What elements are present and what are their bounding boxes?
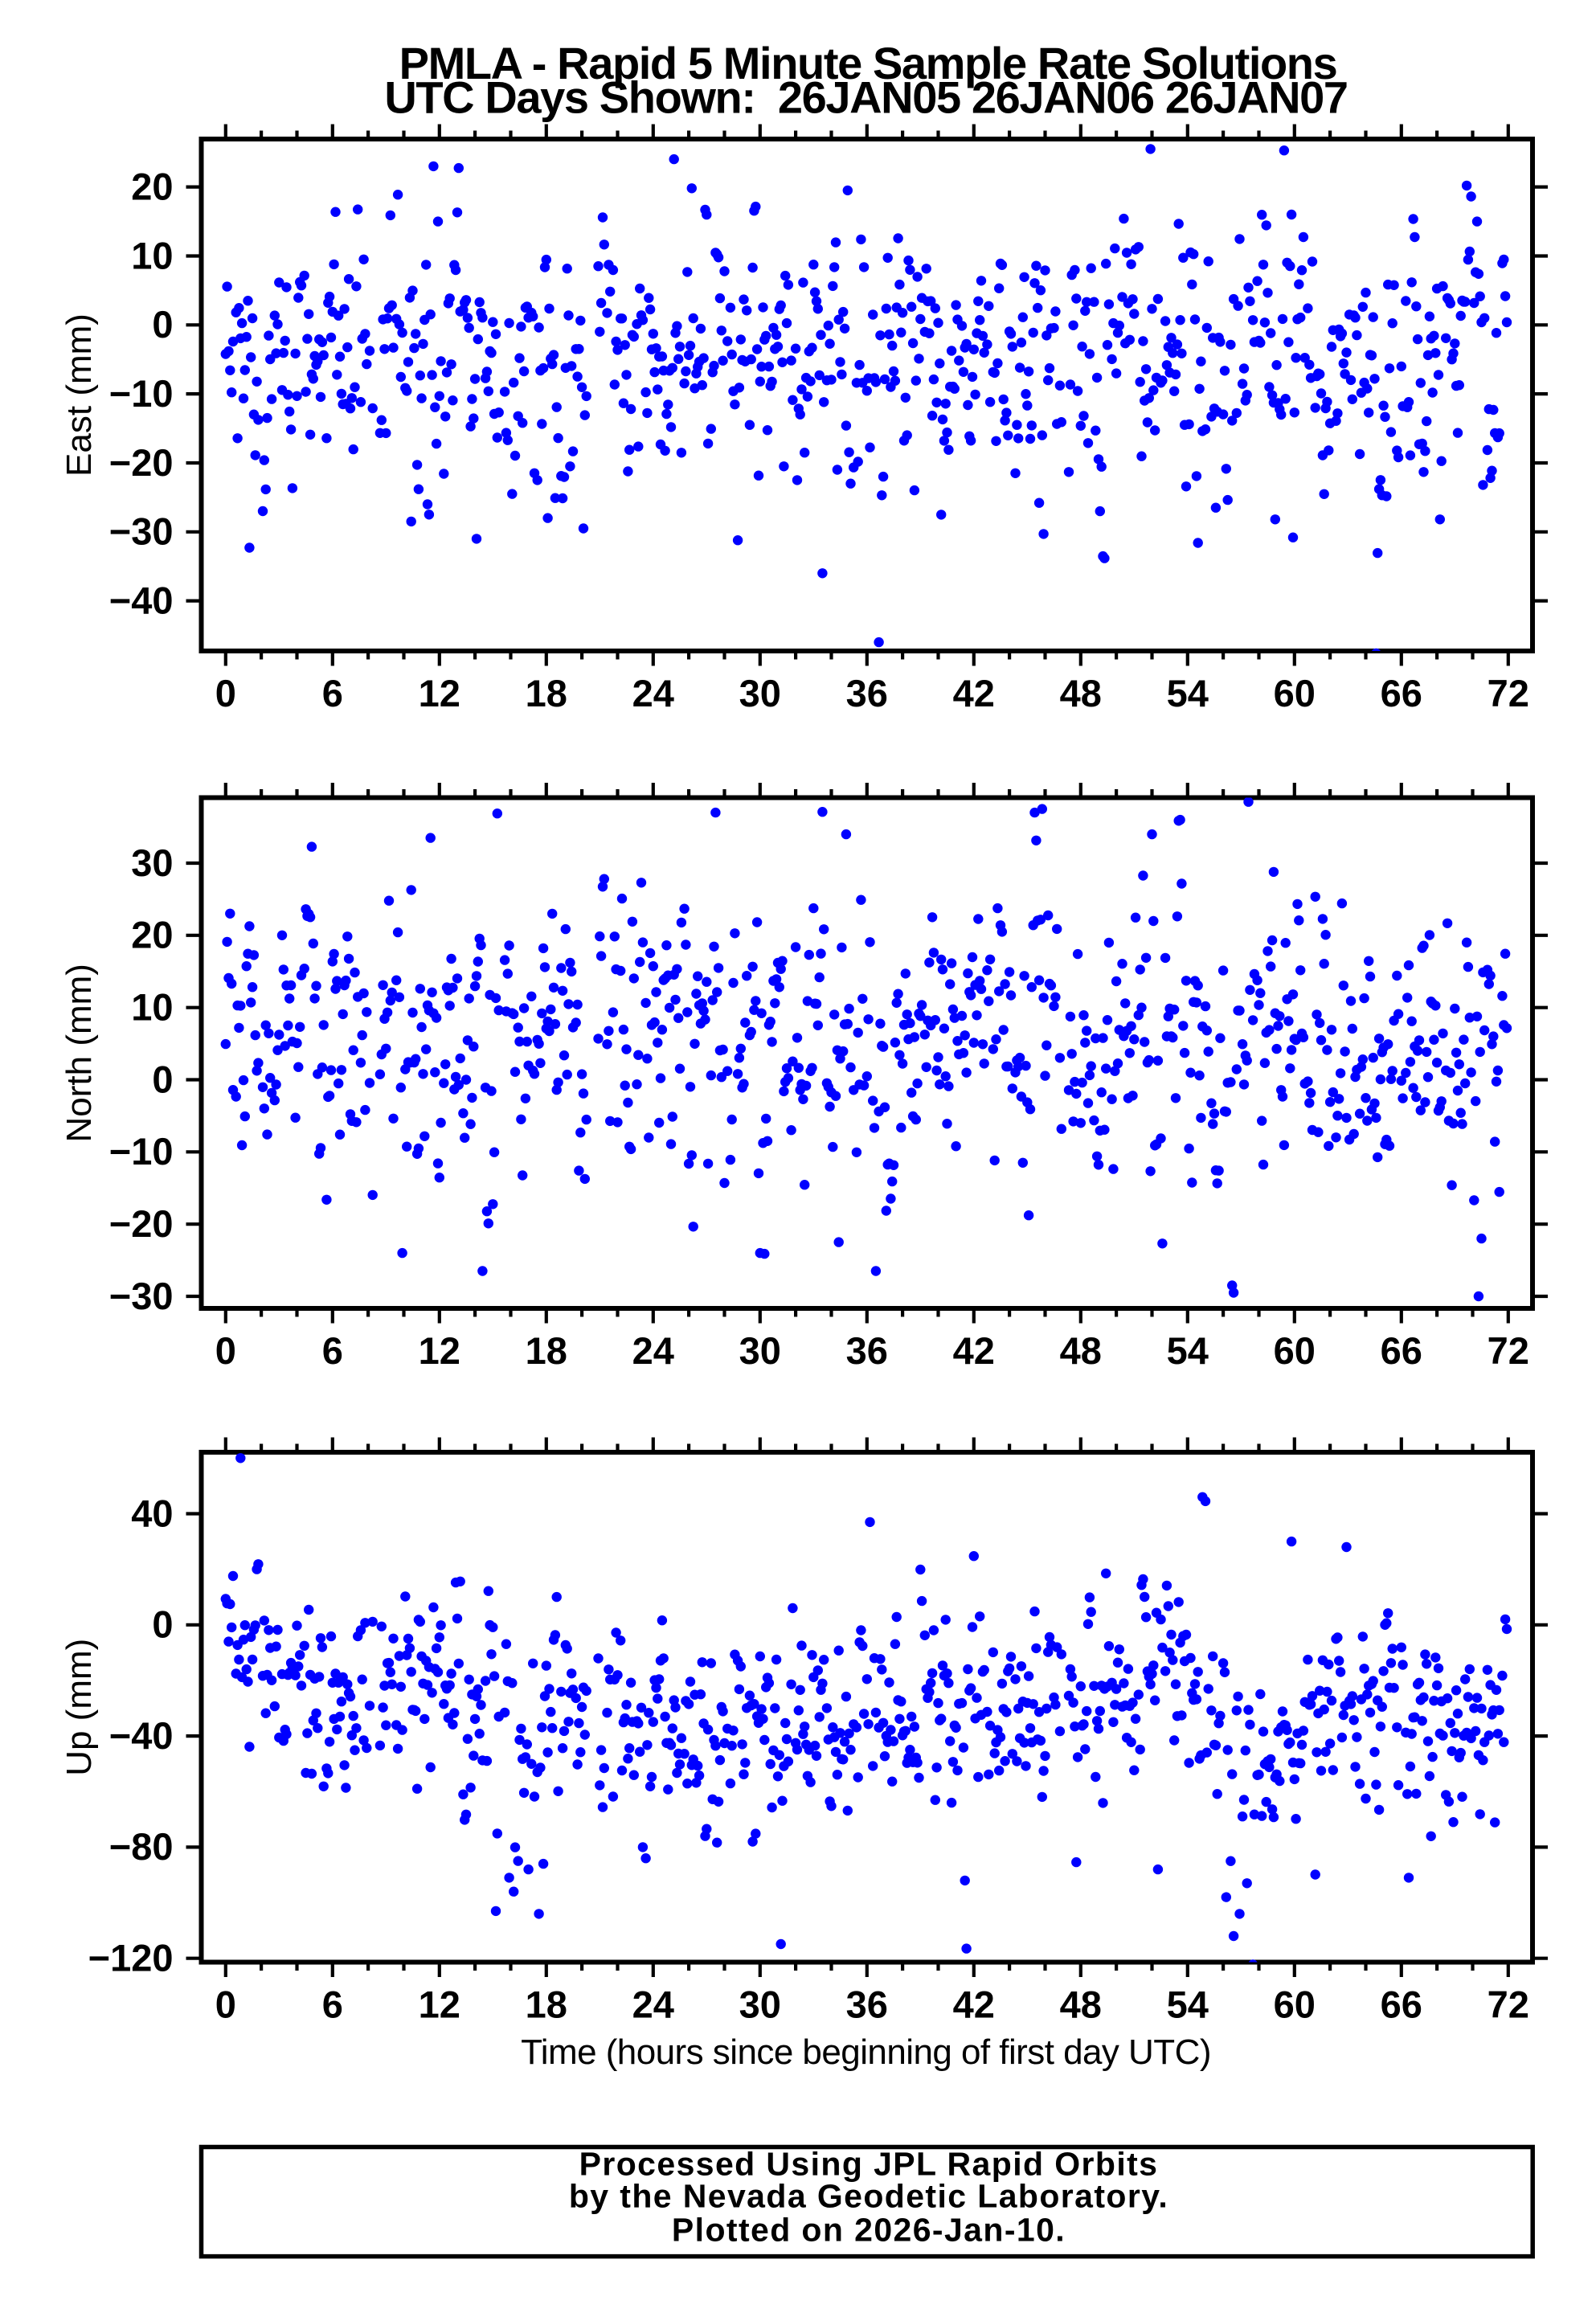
svg-text:Processed Using JPL Rapid Orbi: Processed Using JPL Rapid Orbits [579, 2146, 1159, 2183]
svg-text:−120: −120 [88, 1937, 174, 1979]
svg-text:0: 0 [215, 672, 236, 714]
svg-text:60: 60 [1274, 1983, 1316, 2026]
svg-text:−10: −10 [109, 372, 174, 415]
svg-text:24: 24 [632, 1983, 674, 2026]
svg-text:0: 0 [152, 1603, 173, 1646]
svg-text:0: 0 [215, 1983, 236, 2026]
svg-text:0: 0 [152, 303, 173, 346]
svg-text:30: 30 [739, 672, 781, 714]
svg-text:UTC Days Shown: 26JAN05 26JAN: UTC Days Shown: 26JAN05 26JAN06 26JAN07 [384, 72, 1347, 123]
svg-text:10: 10 [131, 234, 173, 276]
svg-text:48: 48 [1060, 672, 1102, 714]
svg-text:−20: −20 [109, 441, 174, 484]
svg-text:18: 18 [526, 672, 567, 714]
svg-text:−40: −40 [109, 1714, 174, 1757]
svg-text:36: 36 [846, 1983, 888, 2026]
svg-text:20: 20 [131, 165, 173, 207]
svg-text:East (mm): East (mm) [59, 313, 99, 477]
svg-text:12: 12 [419, 1983, 460, 2026]
svg-text:72: 72 [1488, 1983, 1529, 2026]
svg-text:60: 60 [1274, 1329, 1316, 1372]
svg-text:72: 72 [1488, 672, 1529, 714]
svg-text:6: 6 [322, 1983, 343, 2026]
svg-text:6: 6 [322, 1329, 343, 1372]
svg-text:−30: −30 [109, 1275, 174, 1317]
svg-text:18: 18 [526, 1329, 567, 1372]
svg-text:12: 12 [419, 1329, 460, 1372]
svg-text:−40: −40 [109, 579, 174, 621]
svg-text:−30: −30 [109, 510, 174, 553]
svg-text:18: 18 [526, 1983, 567, 2026]
svg-text:66: 66 [1381, 1983, 1422, 2026]
svg-text:24: 24 [632, 1329, 674, 1372]
svg-text:24: 24 [632, 672, 674, 714]
svg-text:42: 42 [953, 672, 995, 714]
svg-text:60: 60 [1274, 672, 1316, 714]
svg-text:PMLA - Rapid 5 Minute Sample R: PMLA - Rapid 5 Minute Sample Rate Soluti… [399, 38, 1337, 88]
svg-text:by the Nevada Geodetic Laborat: by the Nevada Geodetic Laboratory. [569, 2178, 1168, 2215]
svg-text:42: 42 [953, 1329, 995, 1372]
svg-text:42: 42 [953, 1983, 995, 2026]
svg-text:Plotted on 2026-Jan-10.: Plotted on 2026-Jan-10. [672, 2212, 1066, 2249]
svg-text:−80: −80 [109, 1825, 174, 1868]
svg-text:12: 12 [419, 672, 460, 714]
svg-text:0: 0 [152, 1058, 173, 1100]
svg-text:−10: −10 [109, 1130, 174, 1173]
svg-text:54: 54 [1167, 672, 1209, 714]
svg-text:36: 36 [846, 672, 888, 714]
svg-text:72: 72 [1488, 1329, 1529, 1372]
svg-text:Up (mm): Up (mm) [59, 1639, 99, 1776]
svg-text:20: 20 [131, 914, 173, 956]
svg-text:40: 40 [131, 1492, 173, 1534]
svg-text:54: 54 [1167, 1329, 1209, 1372]
svg-text:Time (hours since beginning of: Time (hours since beginning of first day… [521, 2032, 1211, 2072]
svg-text:30: 30 [131, 841, 173, 884]
svg-text:48: 48 [1060, 1329, 1102, 1372]
svg-text:−20: −20 [109, 1202, 174, 1245]
svg-text:66: 66 [1381, 672, 1422, 714]
svg-text:6: 6 [322, 672, 343, 714]
svg-text:54: 54 [1167, 1983, 1209, 2026]
svg-text:66: 66 [1381, 1329, 1422, 1372]
svg-text:48: 48 [1060, 1983, 1102, 2026]
svg-text:0: 0 [215, 1329, 236, 1372]
svg-text:10: 10 [131, 986, 173, 1029]
svg-text:30: 30 [739, 1329, 781, 1372]
svg-text:36: 36 [846, 1329, 888, 1372]
svg-text:30: 30 [739, 1983, 781, 2026]
svg-text:North (mm): North (mm) [59, 964, 99, 1142]
